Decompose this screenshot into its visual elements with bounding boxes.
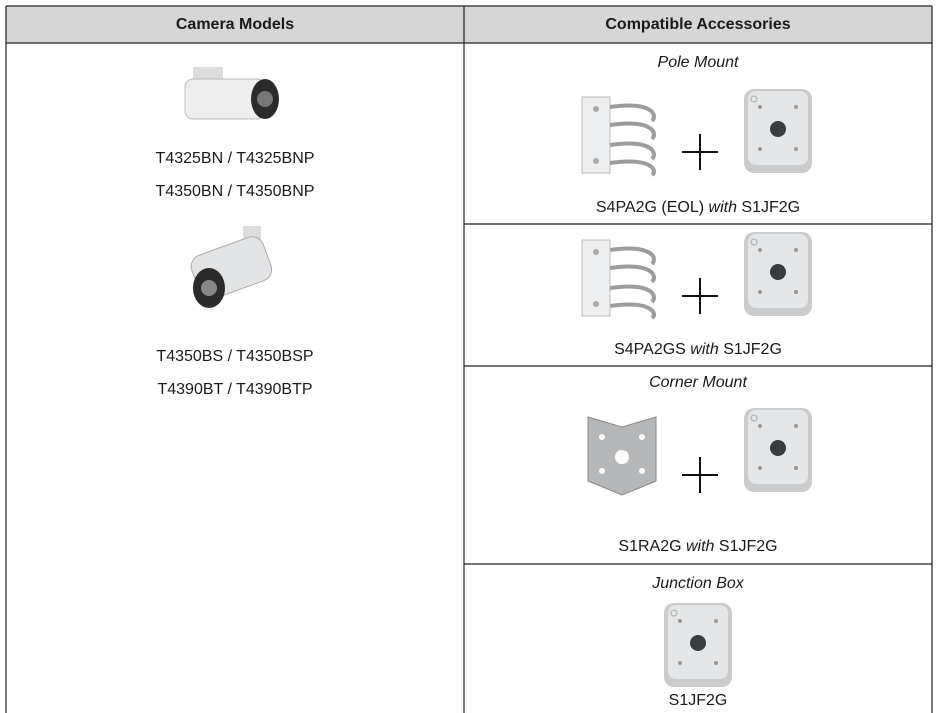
bracket-image — [580, 95, 656, 177]
camera-model: T4390BT / T4390BTP — [157, 381, 312, 398]
accessory-label: S4PA2GS with S1JF2G — [614, 341, 782, 358]
column-header: Compatible Accessories — [605, 16, 790, 33]
code: S4PA2G (EOL) — [596, 199, 704, 216]
bracket-image — [587, 416, 657, 496]
companion: S1JF2G — [741, 199, 800, 216]
junction-box-image — [743, 407, 813, 493]
camera-model: T4325BN / T4325BNP — [156, 150, 315, 167]
plus-sign — [681, 277, 719, 315]
joiner: with — [686, 538, 715, 555]
table-rules — [5, 5, 933, 713]
companion: S1JF2G — [719, 538, 778, 555]
section-heading: Corner Mount — [649, 374, 747, 391]
code: S4PA2GS — [614, 341, 686, 358]
junction-box-image — [743, 88, 813, 174]
companion: S1JF2G — [723, 341, 782, 358]
plus-sign — [681, 133, 719, 171]
junction-box-image — [663, 602, 733, 688]
camera-image — [190, 226, 273, 308]
joiner: with — [690, 341, 719, 358]
camera-image — [184, 67, 279, 120]
accessory-label: S1RA2G with S1JF2G — [618, 538, 777, 555]
camera-model: T4350BN / T4350BNP — [156, 183, 315, 200]
section-heading: Junction Box — [651, 575, 745, 592]
section-heading: Pole Mount — [658, 54, 739, 71]
joiner: with — [709, 199, 738, 216]
column-header: Camera Models — [176, 16, 294, 33]
header-background — [6, 6, 932, 43]
plus-sign — [681, 456, 719, 494]
junction-box-image — [743, 231, 813, 317]
code: S1RA2G — [618, 538, 681, 555]
camera-model: T4350BS / T4350BSP — [156, 348, 313, 365]
bracket-image — [580, 238, 656, 320]
accessory-label: S1JF2G — [669, 692, 728, 709]
accessory-label: S4PA2G (EOL) with S1JF2G — [596, 199, 800, 216]
